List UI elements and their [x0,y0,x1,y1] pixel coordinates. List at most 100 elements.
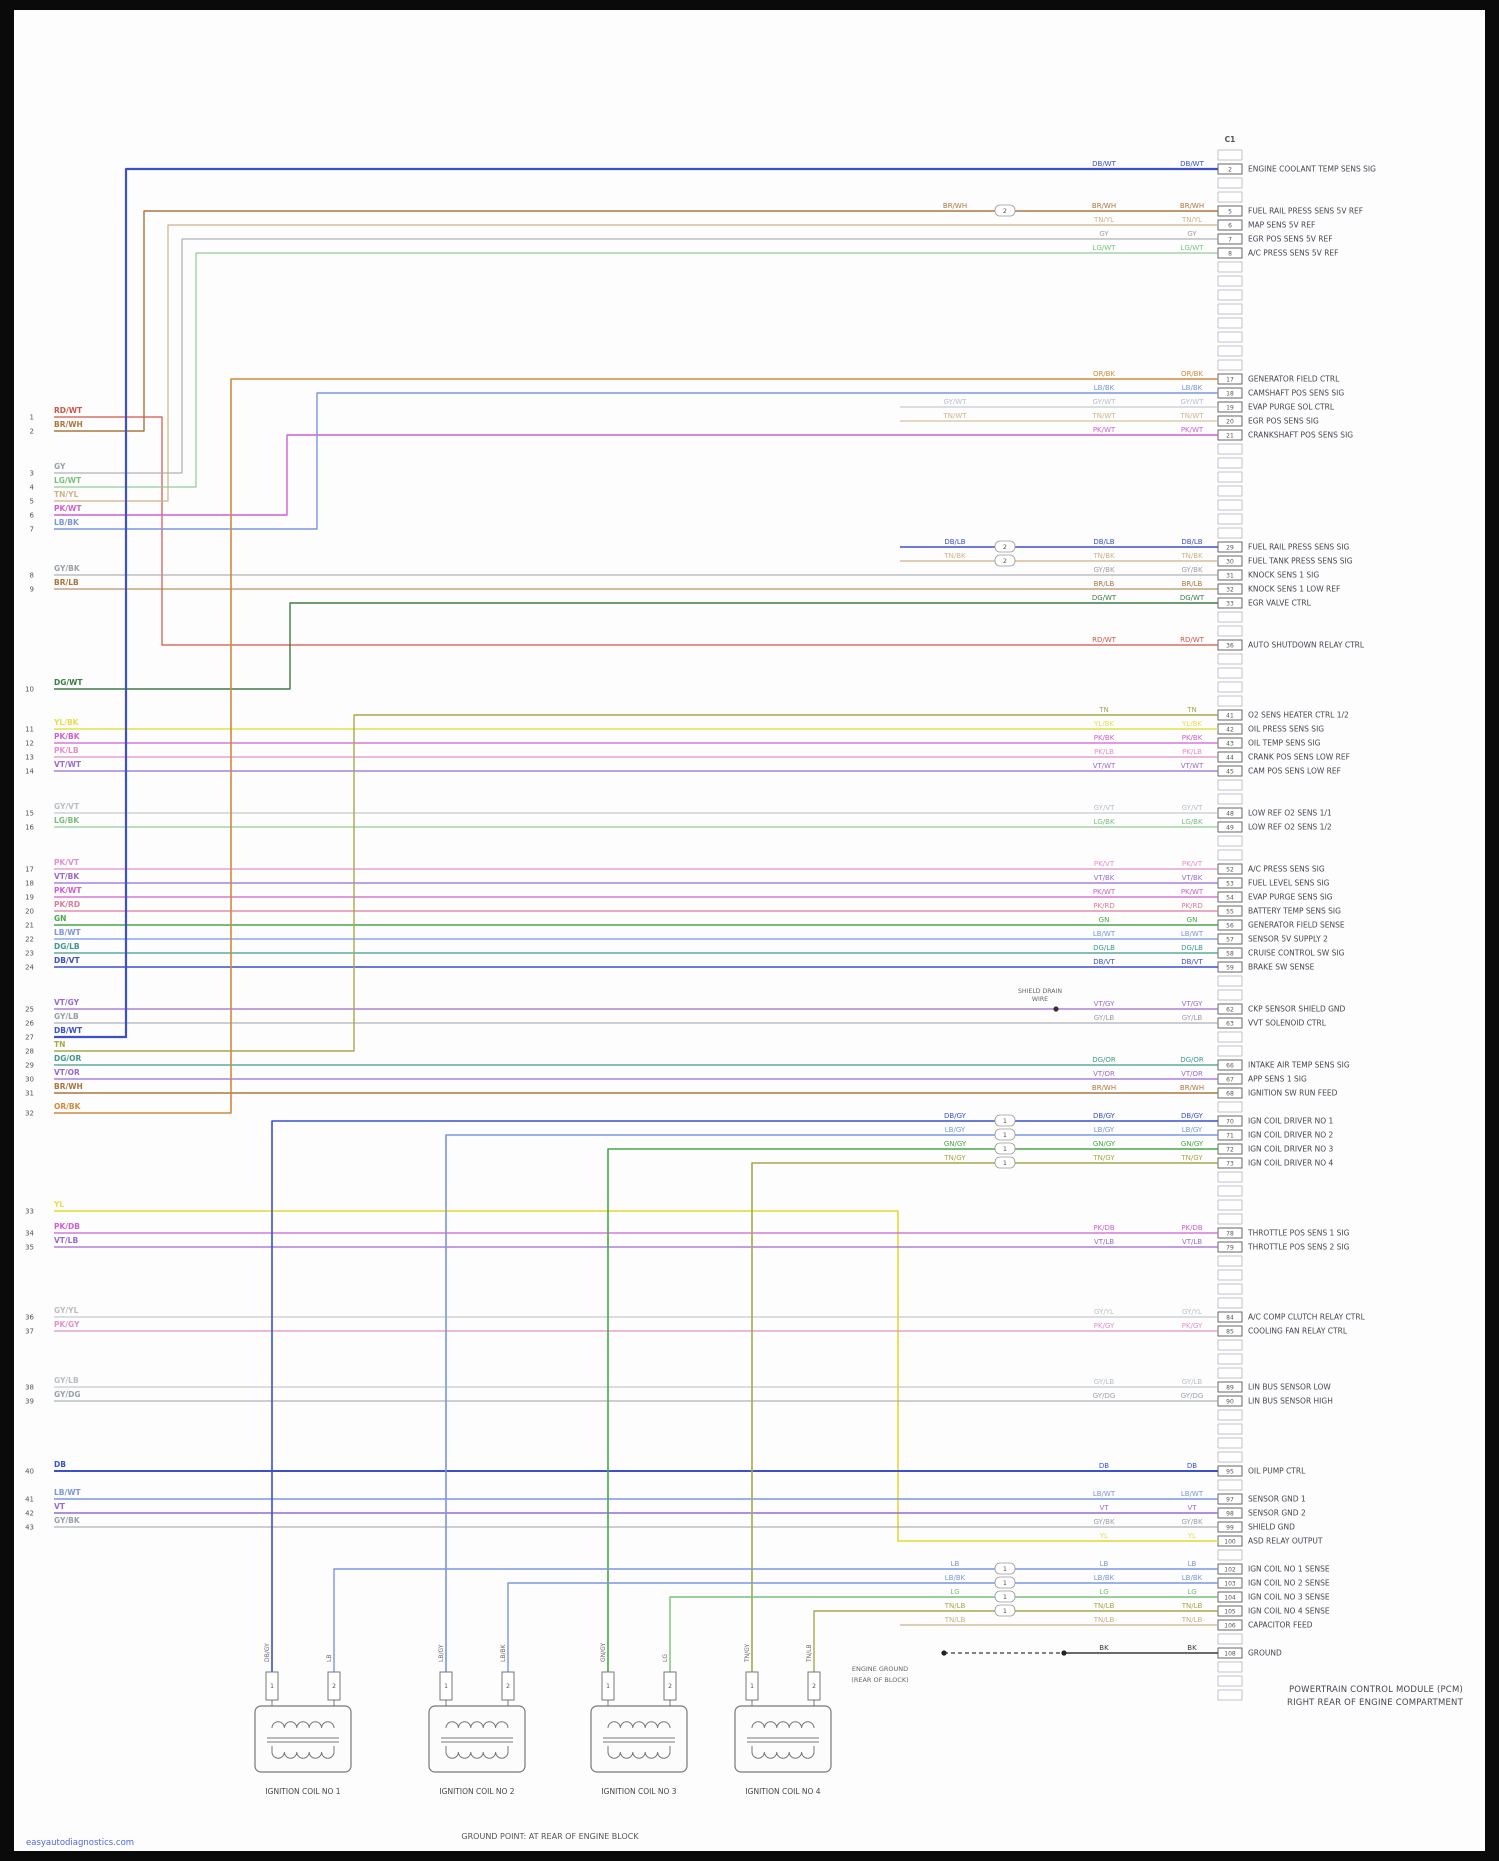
wire-gy-bk: 43 GY/BK GY/BK GY/BK SHIELD GND [25,1516,1295,1532]
svg-text:GN: GN [1187,916,1198,924]
svg-text:1: 1 [1003,1593,1007,1601]
wire-tn-gy: TN/GY TN/GY IGN COIL DRIVER NO 4 TN/GY 1 [751,1154,1333,1672]
svg-text:TN/LB: TN/LB [806,1644,813,1663]
svg-text:GY/BK: GY/BK [1181,566,1203,574]
svg-text:ENGINE COOLANT TEMP SENS SIG: ENGINE COOLANT TEMP SENS SIG [1248,165,1376,174]
svg-text:CAM POS SENS LOW REF: CAM POS SENS LOW REF [1248,767,1341,776]
svg-text:DB: DB [54,1460,66,1469]
svg-text:VT/WT: VT/WT [1181,762,1204,770]
svg-text:72: 72 [1226,1147,1234,1154]
svg-text:IGN COIL DRIVER NO 1: IGN COIL DRIVER NO 1 [1248,1117,1333,1126]
svg-text:LB/BK: LB/BK [500,1643,507,1662]
wire-tn-yl: 5 TN/YL TN/YL TN/YL MAP SENS 5V REF [30,216,1316,506]
svg-text:PK/GY: PK/GY [54,1320,80,1329]
wire-tn: 28 TN TN TN O2 SENS HEATER CTRL 1/2 [25,706,1349,1056]
svg-text:GY/VT: GY/VT [1094,804,1115,812]
svg-text:ASD RELAY OUTPUT: ASD RELAY OUTPUT [1248,1537,1323,1546]
svg-text:YL/BK: YL/BK [1093,720,1114,728]
wire-db: 40 DB DB DB OIL PUMP CTRL [25,1460,1306,1476]
svg-text:EGR POS SENS 5V REF: EGR POS SENS 5V REF [1248,235,1333,244]
svg-text:18: 18 [25,880,34,888]
svg-text:IGNITION SW RUN FEED: IGNITION SW RUN FEED [1248,1089,1338,1098]
svg-text:45: 45 [1226,769,1234,776]
svg-text:VT/BK: VT/BK [1182,874,1203,882]
wire-lb: LB LB IGN COIL NO 1 SENSE LB 1 [333,1560,1330,1672]
svg-text:VT/BK: VT/BK [54,872,80,881]
svg-text:LB/WT: LB/WT [1093,1490,1116,1498]
svg-text:GY/VT: GY/VT [1182,804,1203,812]
svg-text:22: 22 [25,936,34,944]
svg-text:41: 41 [1226,713,1234,720]
svg-text:GY/YL: GY/YL [1182,1308,1202,1316]
svg-text:BR/WH: BR/WH [1092,202,1116,210]
svg-text:TN/GY: TN/GY [1092,1154,1115,1162]
svg-text:PK/LB: PK/LB [1182,748,1202,756]
svg-text:1: 1 [750,1683,754,1690]
svg-text:PK/BK: PK/BK [1094,734,1115,742]
svg-text:LB/WT: LB/WT [1093,930,1116,938]
wire-lb-bk: LB/BK LB/BK IGN COIL NO 2 SENSE LB/BK 1 [507,1574,1330,1672]
svg-text:VVT SOLENOID CTRL: VVT SOLENOID CTRL [1248,1019,1327,1028]
svg-text:IGN COIL NO 4 SENSE: IGN COIL NO 4 SENSE [1248,1607,1330,1616]
svg-text:33: 33 [1226,601,1234,608]
svg-text:4: 4 [30,484,35,492]
svg-text:(REAR OF BLOCK): (REAR OF BLOCK) [851,1676,908,1684]
svg-text:108: 108 [1224,1651,1236,1658]
svg-text:LB/BK: LB/BK [1094,1574,1115,1582]
ignition-coil-2: 1 LB/GY 2 LB/BK IGNITION COIL NO 2 [428,1643,526,1796]
wire-gn: 21 GN GN GN GENERATOR FIELD SENSE [25,914,1345,930]
svg-text:56: 56 [1226,923,1234,930]
svg-text:GY/BK: GY/BK [54,564,81,573]
svg-text:GY: GY [1099,230,1109,238]
svg-text:IGN COIL DRIVER NO 4: IGN COIL DRIVER NO 4 [1248,1159,1333,1168]
svg-text:IGNITION COIL NO 3: IGNITION COIL NO 3 [601,1787,676,1796]
svg-text:CRUISE CONTROL SW SIG: CRUISE CONTROL SW SIG [1248,949,1345,958]
svg-text:84: 84 [1226,1315,1234,1322]
svg-text:2: 2 [506,1683,510,1690]
svg-text:LB/GY: LB/GY [438,1644,445,1662]
svg-text:2: 2 [812,1683,816,1690]
svg-text:IGN COIL NO 2 SENSE: IGN COIL NO 2 SENSE [1248,1579,1330,1588]
svg-text:30: 30 [25,1076,34,1084]
svg-text:APP SENS 1 SIG: APP SENS 1 SIG [1248,1075,1307,1084]
svg-text:98: 98 [1226,1511,1234,1518]
svg-text:1: 1 [1003,1145,1007,1153]
svg-text:41: 41 [25,1496,34,1504]
svg-text:C1: C1 [1225,135,1236,144]
svg-text:TN/GY: TN/GY [744,1643,751,1663]
wire-pk-lb: 13 PK/LB PK/LB PK/LB CRANK POS SENS LOW REF [25,746,1350,762]
svg-text:VT/OR: VT/OR [1181,1070,1203,1078]
svg-text:90: 90 [1226,1399,1234,1406]
svg-text:DB/LB: DB/LB [944,538,965,546]
svg-text:15: 15 [25,810,34,818]
svg-text:LB/WT: LB/WT [1181,1490,1204,1498]
svg-text:1: 1 [1003,1159,1007,1167]
svg-text:2: 2 [1228,167,1232,174]
pcm-connector-strip: C136578621183132334243444548495253545556… [1217,135,1243,1701]
svg-text:LB/BK: LB/BK [945,1574,966,1582]
svg-text:OIL TEMP SENS SIG: OIL TEMP SENS SIG [1248,739,1321,748]
svg-text:59: 59 [1226,965,1234,972]
wire-vt-lb: 35 VT/LB VT/LB VT/LB THROTTLE POS SENS 2 SIG [25,1236,1350,1252]
svg-text:FUEL TANK PRESS SENS SIG: FUEL TANK PRESS SENS SIG [1248,557,1353,566]
ignition-coil-4: 1 TN/GY 2 TN/LB IGNITION COIL NO 4 [734,1643,832,1796]
svg-text:BR/WH: BR/WH [54,1082,83,1091]
svg-text:10: 10 [25,686,34,694]
svg-text:GENERATOR FIELD SENSE: GENERATOR FIELD SENSE [1248,921,1345,930]
svg-text:100: 100 [1224,1539,1236,1546]
svg-text:TN/BK: TN/BK [1092,552,1115,560]
svg-text:LB/WT: LB/WT [1181,930,1204,938]
wire-db-lb: DB/LB DB/LB FUEL RAIL PRESS SENS SIG DB/LB 2 [900,538,1350,553]
svg-text:LG: LG [1187,1588,1196,1596]
svg-text:TN/LB: TN/LB [1181,1602,1203,1610]
svg-text:6: 6 [30,512,35,520]
svg-text:DG/LB: DG/LB [54,942,80,951]
wire-lb-bk: 7 LB/BK LB/BK LB/BK CAMSHAFT POS SENS SIG [30,384,1345,534]
svg-text:TN: TN [1098,706,1109,714]
svg-text:IGN COIL NO 3 SENSE: IGN COIL NO 3 SENSE [1248,1593,1330,1602]
wire-vt-bk: 18 VT/BK VT/BK VT/BK FUEL LEVEL SENS SIG [25,872,1330,888]
svg-text:DG/LB: DG/LB [1093,944,1115,952]
svg-text:26: 26 [25,1020,34,1028]
svg-text:YL: YL [1099,1532,1108,1540]
